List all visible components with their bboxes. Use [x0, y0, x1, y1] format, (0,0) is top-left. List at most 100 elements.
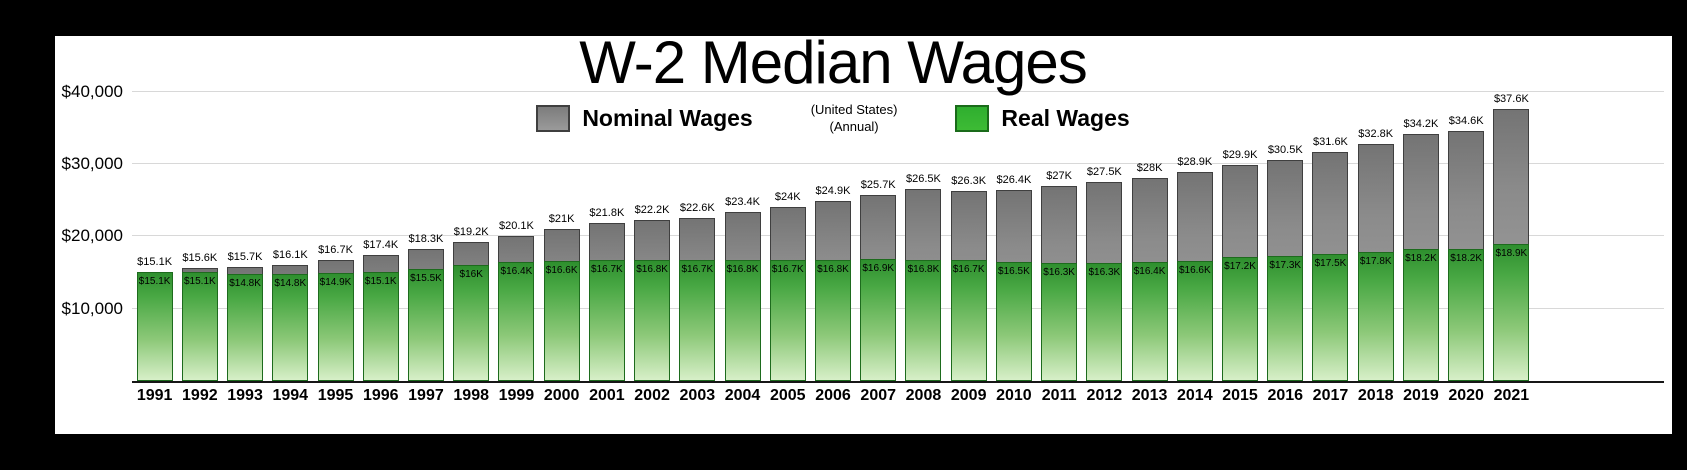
bar-group-1994: $16.1K $14.8K 1994	[268, 36, 313, 404]
real-value-label: $18.9K	[1495, 248, 1528, 260]
bar-group-2005: $24K $16.7K 2005	[765, 36, 810, 404]
real-value-label: $18.2K	[1405, 253, 1437, 265]
real-bar	[136, 271, 173, 381]
real-bar	[543, 260, 580, 381]
nominal-value-label: $21K	[548, 213, 575, 226]
bar-group-1999: $20.1K $16.4K 1999	[494, 36, 539, 404]
real-value-label: $14.8K	[229, 277, 261, 289]
x-tick-label: 2015	[1222, 387, 1258, 404]
bar-group-2008: $26.5K $16.8K 2008	[901, 36, 946, 404]
real-bar	[1357, 252, 1394, 381]
x-tick-label: 2019	[1403, 387, 1439, 404]
x-tick-label: 2016	[1267, 387, 1304, 404]
real-bar	[272, 273, 309, 381]
real-value-label: $16.7K	[771, 264, 804, 276]
real-bar	[407, 268, 444, 381]
x-tick-label: 2017	[1312, 387, 1349, 404]
real-bar	[995, 261, 1032, 381]
real-value-label: $16.3K	[1043, 267, 1075, 279]
y-tick-label: $20,000	[61, 226, 123, 246]
nominal-value-label: $31.6K	[1313, 136, 1348, 149]
bar-group-2002: $22.2K $16.8K 2002	[629, 36, 674, 404]
real-bar	[227, 273, 264, 381]
real-bar	[1312, 254, 1349, 381]
x-tick-label: 2003	[679, 387, 716, 404]
x-tick-label: 2002	[634, 387, 670, 404]
legend-label-real: Real Wages	[1001, 105, 1130, 132]
bar-group-2009: $26.3K $16.7K 2009	[946, 36, 991, 404]
y-tick-label: $40,000	[61, 81, 123, 101]
nominal-value-label: $16.7K	[318, 244, 353, 257]
nominal-value-label: $37.6K	[1493, 93, 1529, 106]
real-value-label: $16.8K	[636, 263, 668, 275]
bar-group-2013: $28K $16.4K 2013	[1127, 36, 1172, 404]
bar-group-1998: $19.2K $16K 1998	[449, 36, 494, 404]
nominal-value-label: $25.7K	[860, 179, 896, 192]
bar-group-2017: $31.6K $17.5K 2017	[1308, 36, 1353, 404]
x-tick-label: 2021	[1493, 387, 1530, 404]
real-bar	[317, 273, 354, 381]
real-value-label: $16.8K	[907, 263, 940, 275]
real-value-label: $16.6K	[1178, 264, 1211, 276]
bar-group-2019: $34.2K $18.2K 2019	[1398, 36, 1443, 404]
real-bar	[679, 260, 716, 381]
nominal-value-label: $23.4K	[725, 195, 760, 208]
nominal-value-label: $18.3K	[408, 232, 444, 245]
real-value-label: $17.5K	[1314, 258, 1347, 270]
x-tick-label: 1996	[362, 387, 399, 404]
real-value-label: $15.1K	[183, 275, 216, 287]
real-bar	[950, 260, 987, 381]
real-bar	[1131, 262, 1168, 381]
real-value-label: $16.8K	[817, 263, 849, 275]
bar-group-1996: $17.4K $15.1K 1996	[358, 36, 403, 404]
legend: Nominal Wages (United States) (Annual) R…	[55, 102, 1611, 136]
real-bar	[1448, 249, 1485, 381]
real-value-label: $15.1K	[138, 275, 171, 287]
x-tick-label: 2004	[724, 387, 761, 404]
x-tick-label: 2012	[1086, 387, 1123, 404]
bar-group-1991: $15.1K $15.1K 1991	[132, 36, 177, 404]
real-bar	[588, 260, 625, 381]
nominal-value-label: $19.2K	[453, 226, 489, 239]
chart-title: W-2 Median Wages	[579, 29, 1088, 96]
nominal-value-label: $34.2K	[1403, 117, 1439, 130]
nominal-value-label: $26.3K	[951, 174, 987, 187]
nominal-value-label: $26.5K	[906, 173, 941, 186]
chart-panel: W-2 Median Wages Nominal Wages (United S…	[55, 29, 1672, 434]
real-value-label: $17.8K	[1359, 256, 1392, 268]
real-bar	[1402, 249, 1439, 381]
x-tick-label: 2014	[1177, 387, 1213, 404]
bar-group-1993: $15.7K $14.8K 1993	[222, 36, 267, 404]
nominal-value-label: $30.5K	[1267, 144, 1303, 157]
bar-group-1997: $18.3K $15.5K 1997	[403, 36, 448, 404]
x-tick-label: 2020	[1448, 387, 1484, 404]
x-tick-label: 2001	[589, 387, 625, 404]
nominal-value-label: $22.2K	[634, 204, 670, 217]
x-tick-label: 2009	[950, 387, 987, 404]
gridline	[132, 307, 1664, 309]
x-tick-label: 2013	[1131, 387, 1168, 404]
real-value-label: $14.8K	[274, 277, 307, 289]
real-bar	[1041, 263, 1078, 381]
nominal-value-label: $28K	[1136, 162, 1163, 175]
nominal-value-label: $24.9K	[815, 184, 851, 197]
y-tick-label: $10,000	[61, 298, 123, 318]
bar-group-2015: $29.9K $17.2K 2015	[1217, 36, 1262, 404]
real-bar	[634, 259, 671, 381]
gridline	[132, 235, 1664, 237]
x-tick-label: 2007	[860, 387, 897, 404]
bar-group-2020: $34.6K $18.2K 2020	[1444, 36, 1489, 404]
real-value-label: $16.8K	[726, 263, 759, 275]
gridline	[132, 90, 1664, 92]
gridline	[132, 163, 1664, 165]
x-tick-label: 2006	[815, 387, 851, 404]
bar-group-2012: $27.5K $16.3K 2012	[1082, 36, 1127, 404]
nominal-value-label: $15.1K	[137, 255, 173, 268]
x-tick-label: 1994	[272, 387, 309, 404]
real-bar	[905, 259, 942, 381]
nominal-value-label: $22.6K	[679, 201, 715, 214]
real-bar	[814, 259, 851, 381]
legend-item-nominal: Nominal Wages	[536, 105, 753, 133]
nominal-value-label: $15.7K	[227, 251, 263, 264]
x-tick-label: 2008	[905, 387, 942, 404]
